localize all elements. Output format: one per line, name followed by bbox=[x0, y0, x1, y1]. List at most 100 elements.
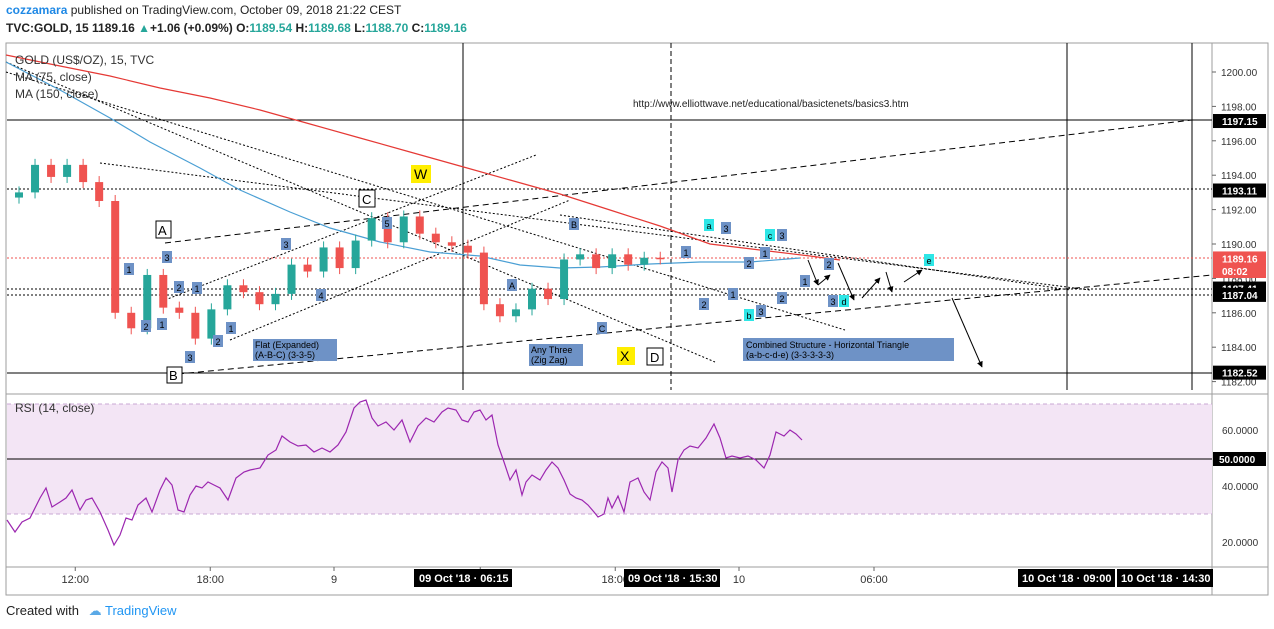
low-label: L: bbox=[354, 21, 366, 35]
wave-sublabel-bg bbox=[721, 222, 731, 234]
price-tick-label: 1190.00 bbox=[1221, 240, 1257, 251]
price-tick-label: 1200.00 bbox=[1221, 68, 1258, 79]
triangle-note-bg bbox=[743, 338, 954, 361]
wave-sublabel-bg bbox=[924, 254, 934, 266]
candle-body bbox=[271, 293, 280, 305]
candle-body bbox=[383, 218, 392, 243]
price-tag-label: 1187.04 bbox=[1222, 291, 1258, 302]
price-tag-bg bbox=[1213, 114, 1266, 129]
wave-sublabel: 1 bbox=[159, 320, 164, 330]
wave-sublabel: 2 bbox=[215, 337, 220, 347]
ma75-line bbox=[5, 61, 801, 269]
wave-sublabel-bg bbox=[728, 288, 738, 300]
wave-sublabel: 1 bbox=[228, 324, 233, 334]
price-tag-bg bbox=[1213, 365, 1266, 380]
cloud-icon: ☁ bbox=[88, 603, 102, 618]
wave-sublabel-bg bbox=[507, 279, 517, 291]
wave-sublabel: 1 bbox=[762, 249, 767, 259]
candle-body bbox=[319, 247, 328, 272]
price-tags: 1197.151193.111189.1608:021187.411187.04… bbox=[1213, 114, 1266, 380]
wave-sublabel: 2 bbox=[701, 300, 706, 310]
wave-sublabel: 3 bbox=[830, 297, 835, 307]
time-tag-2-bg bbox=[624, 569, 720, 587]
tradingview-logo[interactable]: ☁ TradingView bbox=[89, 603, 177, 618]
candle-body bbox=[624, 254, 633, 265]
price-tag-bg bbox=[1213, 251, 1266, 266]
price-tick-label: 1188.00 bbox=[1221, 274, 1257, 285]
trend-dotted-3 bbox=[5, 71, 846, 331]
author-link[interactable]: cozzamara bbox=[6, 3, 68, 17]
price-tag-bg bbox=[1213, 287, 1266, 302]
price-tag-bg bbox=[1213, 264, 1266, 279]
rsi-tick-60: 60.0000 bbox=[1222, 426, 1259, 437]
time-tick-label: 12:00 bbox=[61, 574, 89, 586]
time-tag-3: 10 Oct '18 · 09:00 bbox=[1022, 573, 1111, 585]
ohlc-header: TVC:GOLD, 15 1189.16 ▲+1.06 (+0.09%) O:1… bbox=[6, 21, 467, 35]
time-tag-1-bg bbox=[414, 569, 512, 587]
main-chart-title: GOLD (US$/OZ), 15, TVC bbox=[15, 53, 154, 67]
wave-sublabel: 4 bbox=[318, 291, 323, 301]
candle-body bbox=[528, 288, 536, 310]
created-with-label: Created with bbox=[6, 603, 79, 618]
wave-label-C: C bbox=[362, 192, 371, 207]
open-label: O: bbox=[236, 21, 250, 35]
price-tick-label: 1198.00 bbox=[1221, 102, 1257, 113]
candle-body bbox=[576, 254, 585, 260]
wave-sublabel-bg bbox=[281, 238, 291, 250]
candle-body bbox=[255, 292, 264, 305]
time-tag-1: 09 Oct '18 · 06:15 bbox=[419, 573, 508, 585]
projection-arrows bbox=[807, 259, 983, 368]
candle-body bbox=[191, 312, 200, 339]
wave-sublabel-bg bbox=[213, 335, 223, 347]
zigzag-note-line2: (Zig Zag) bbox=[531, 355, 568, 365]
wave-sublabel: c bbox=[768, 231, 773, 241]
price-tag-label: 08:02 bbox=[1222, 267, 1248, 278]
wave-sublabel: B bbox=[571, 220, 577, 230]
price-tag-bg bbox=[1213, 183, 1266, 198]
high-label: H: bbox=[295, 21, 309, 35]
candle-body bbox=[95, 182, 104, 201]
wave-sublabel-bg bbox=[185, 351, 195, 363]
time-tick-label: 18:00 bbox=[601, 574, 629, 586]
ma150-line bbox=[5, 54, 841, 261]
tradingview-logo-text: TradingView bbox=[105, 603, 177, 618]
wave-sublabel: 1 bbox=[126, 265, 131, 275]
price-tag-label: 1193.11 bbox=[1222, 187, 1257, 198]
candle-body bbox=[656, 257, 665, 260]
wave-sublabel-bg bbox=[681, 246, 691, 258]
candle-body bbox=[79, 164, 88, 183]
symbol-label: TVC:GOLD, 15 bbox=[6, 21, 89, 35]
trendline-upper-dashed bbox=[164, 119, 1193, 244]
candle-body bbox=[303, 264, 312, 272]
wave-sublabel: 3 bbox=[758, 307, 763, 317]
time-tick-label: 9 bbox=[331, 574, 337, 586]
candle-body bbox=[640, 257, 649, 265]
wave-sublabel-bg bbox=[704, 219, 714, 231]
candle-body bbox=[111, 201, 120, 313]
wave-sublabel: 3 bbox=[283, 240, 288, 250]
wave-sublabel: 3 bbox=[164, 253, 169, 263]
candles-group bbox=[15, 158, 665, 345]
candle-body bbox=[399, 216, 408, 243]
candle-body bbox=[431, 233, 440, 243]
high-value: 1189.68 bbox=[308, 21, 351, 35]
time-tag-3-bg bbox=[1018, 569, 1115, 587]
wave-sublabel-bg bbox=[157, 318, 167, 330]
wave-sublabel-bg bbox=[141, 320, 151, 332]
wave-sublabel: d bbox=[841, 297, 846, 307]
candle-body bbox=[287, 264, 296, 294]
wave-label-W: W bbox=[414, 166, 428, 182]
wave-sublabel-bg bbox=[828, 295, 838, 307]
elliottwave-link[interactable]: http://www.elliottwave.net/educational/b… bbox=[633, 99, 909, 110]
publish-info: cozzamara published on TradingView.com, … bbox=[6, 3, 401, 17]
trend-dotted-4 bbox=[559, 214, 1071, 291]
wave-sublabel-bg bbox=[824, 258, 834, 270]
price-tick-label: 1182.00 bbox=[1221, 378, 1257, 389]
candle-body bbox=[175, 307, 184, 313]
price-tick-label: 1196.00 bbox=[1221, 137, 1257, 148]
price-tick-label: 1194.00 bbox=[1221, 171, 1257, 182]
flat-note-line2: (A-B-C) (3-3-5) bbox=[255, 350, 315, 360]
wave-sublabel: C bbox=[599, 324, 606, 334]
wave-sublabel-bg bbox=[192, 282, 202, 294]
